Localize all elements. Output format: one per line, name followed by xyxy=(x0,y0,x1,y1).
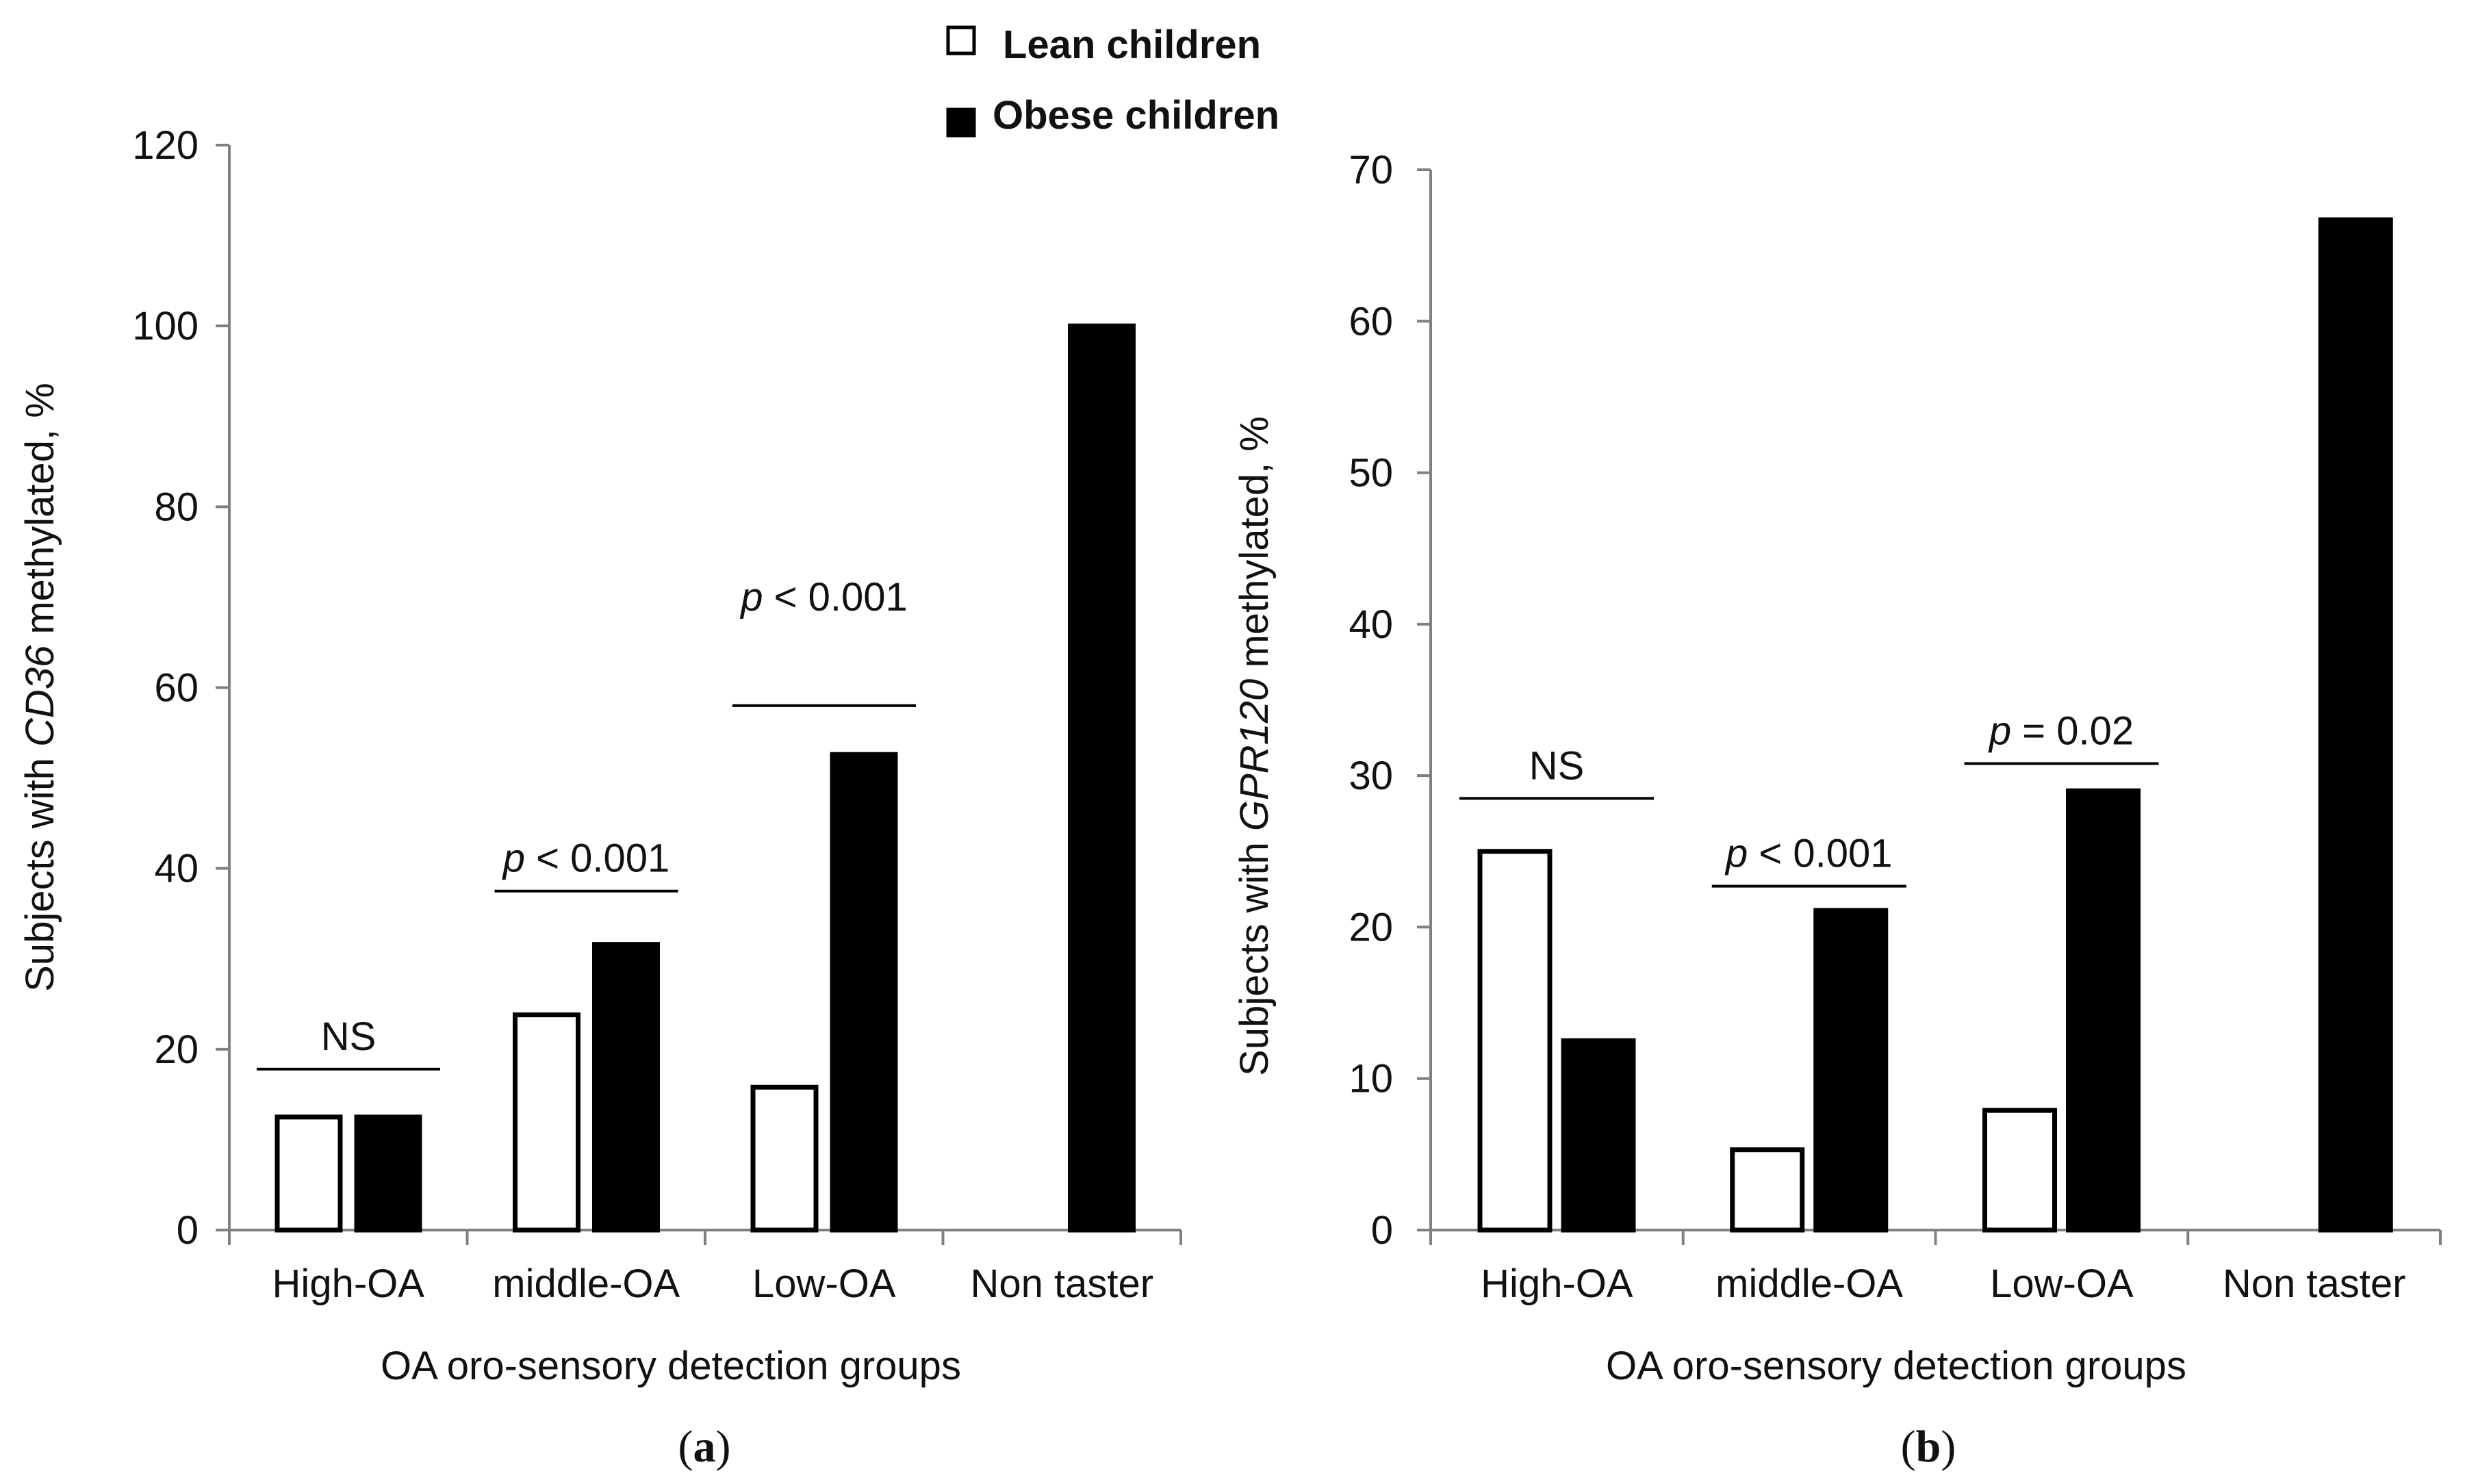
x-tick-label: Non taster xyxy=(970,1262,1153,1306)
panel-label-close: ) xyxy=(716,1422,731,1472)
significance-label: NS xyxy=(321,1014,376,1059)
y-tick-label: 80 xyxy=(154,485,199,529)
p-symbol: p xyxy=(1724,832,1748,876)
p-value-text: NS xyxy=(1529,743,1585,788)
x-axis-title: OA oro-sensory detection groups xyxy=(1606,1344,2186,1388)
y-axis-title-prefix: Subjects with xyxy=(18,747,62,992)
y-tick-label: 60 xyxy=(154,666,199,711)
legend-swatch-obese xyxy=(946,107,976,138)
panel-label: (b) xyxy=(1901,1422,1956,1472)
y-tick-label: 30 xyxy=(1349,754,1393,798)
bar-lean-middle-oa xyxy=(1730,1147,1805,1233)
legend-swatch-lean xyxy=(946,25,976,55)
bar-lean-low-oa xyxy=(1982,1108,2057,1233)
p-value-text: = 0.02 xyxy=(2011,708,2134,753)
chart-panel-b: 0 10 20 30 40 50 60 70 High-OA middle-OA Low-OA Non… xyxy=(1232,148,2442,1472)
panel-label-close: ) xyxy=(1941,1422,1956,1472)
y-tick-label: 20 xyxy=(1349,905,1393,949)
y-axis-title: Subjects with GPR120 methylated, % xyxy=(1232,416,1277,1076)
p-symbol: p xyxy=(739,575,763,619)
legend-label-obese: Obese children xyxy=(993,93,1279,138)
panel-label-letter: a xyxy=(693,1422,716,1472)
bar-lean-middle-oa xyxy=(513,1012,580,1233)
significance-label: p < 0.001 xyxy=(739,575,908,619)
legend-label-lean: Lean children xyxy=(1003,23,1261,67)
bar-obese-middle-oa xyxy=(592,942,660,1233)
panel-label-open: ( xyxy=(678,1422,693,1472)
panel-label-letter: b xyxy=(1916,1422,1941,1472)
chart-panel-a: 0 20 40 60 80 100 120 High-OA middle-OA Low-OA Non… xyxy=(18,123,1182,1472)
y-tick-label: 0 xyxy=(1371,1208,1393,1253)
y-tick-label: 0 xyxy=(177,1208,199,1253)
y-tick-label: 40 xyxy=(154,847,199,891)
significance-label: p = 0.02 xyxy=(1988,708,2134,753)
p-symbol: p xyxy=(502,836,525,881)
x-tick-label: High-OA xyxy=(272,1262,425,1306)
p-value-text: < 0.001 xyxy=(763,575,908,619)
significance-label: NS xyxy=(1529,743,1585,788)
x-tick-label: High-OA xyxy=(1481,1262,1633,1306)
panel-label-open: ( xyxy=(1901,1422,1916,1472)
legend: Lean children Obese children xyxy=(946,23,1279,138)
bar-obese-non-taster xyxy=(1068,323,1136,1233)
y-tick-label: 120 xyxy=(132,123,199,168)
bar-lean-high-oa xyxy=(1477,849,1553,1233)
p-symbol: p xyxy=(1988,708,2011,753)
y-tick-label: 60 xyxy=(1349,299,1393,344)
y-axis-title-prefix: Subjects with xyxy=(1232,831,1277,1076)
p-value-text: < 0.001 xyxy=(525,836,669,881)
y-axis-title: Subjects with CD36 methylated, % xyxy=(18,383,62,992)
x-tick-label: Low-OA xyxy=(1990,1262,2134,1306)
x-tick-label: middle-OA xyxy=(1715,1262,1903,1306)
bar-obese-non-taster xyxy=(2318,217,2393,1233)
y-axis-title-suffix: methylated, % xyxy=(18,383,62,645)
x-tick-label: Low-OA xyxy=(752,1262,896,1306)
bar-lean-high-oa xyxy=(274,1114,343,1233)
p-value-text: < 0.001 xyxy=(1748,832,1892,876)
bar-obese-high-oa xyxy=(354,1114,422,1233)
y-axis-title-gene: CD36 xyxy=(18,645,62,747)
y-tick-label: 10 xyxy=(1349,1057,1393,1101)
y-axis-title-suffix: methylated, % xyxy=(1232,416,1277,679)
y-tick-label: 70 xyxy=(1349,148,1393,192)
y-tick-label: 40 xyxy=(1349,602,1393,647)
y-axis-title-gene: GPR120 xyxy=(1232,679,1277,831)
y-tick-label: 20 xyxy=(154,1027,199,1072)
y-tick-label: 50 xyxy=(1349,451,1393,496)
significance-label: p < 0.001 xyxy=(502,836,670,881)
bar-obese-low-oa xyxy=(2066,788,2141,1233)
y-tick-label: 100 xyxy=(132,304,199,348)
bar-obese-high-oa xyxy=(1561,1038,1636,1233)
panel-label: (a) xyxy=(678,1422,731,1472)
x-tick-label: Non taster xyxy=(2223,1262,2406,1306)
x-axis-title: OA oro-sensory detection groups xyxy=(381,1344,961,1388)
bar-obese-middle-oa xyxy=(1813,908,1889,1233)
significance-label: p < 0.001 xyxy=(1724,832,1893,876)
bar-lean-low-oa xyxy=(750,1084,819,1233)
x-tick-label: middle-OA xyxy=(492,1262,680,1306)
bar-obese-low-oa xyxy=(830,752,898,1233)
p-value-text: NS xyxy=(321,1014,376,1059)
